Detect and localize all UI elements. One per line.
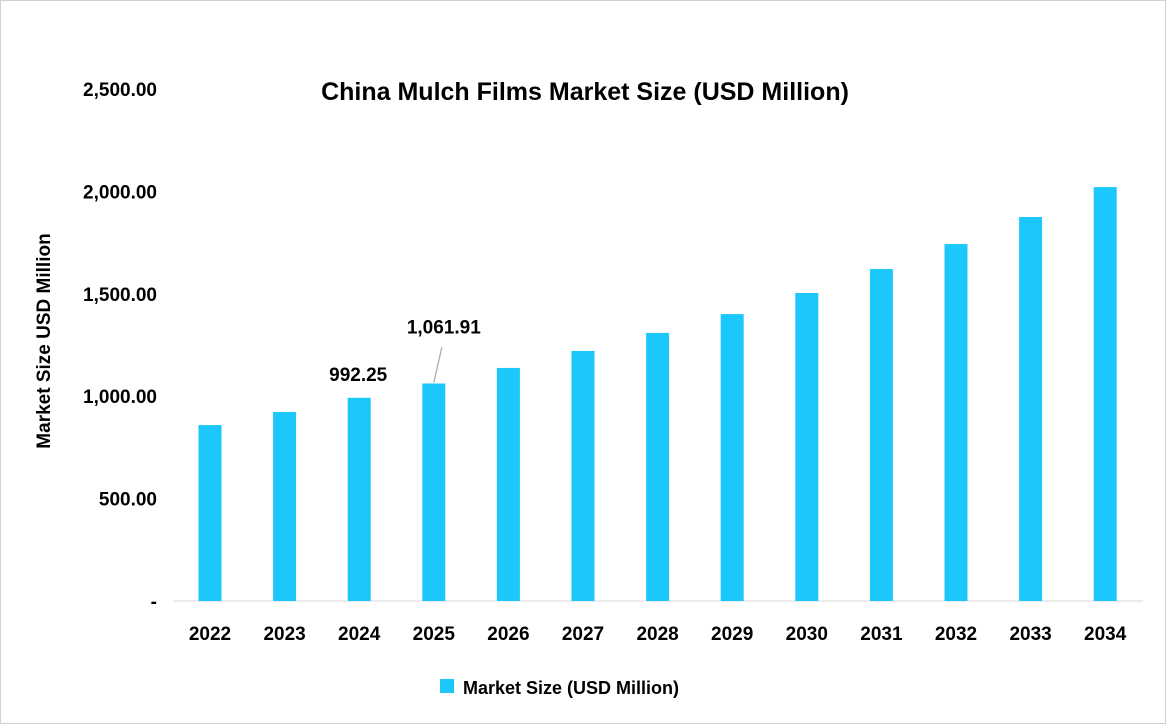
x-tick-label: 2033 xyxy=(1009,624,1051,645)
x-tick-label: 2024 xyxy=(338,624,381,645)
x-tick-label: 2034 xyxy=(1084,624,1127,645)
bar-2024 xyxy=(347,397,371,601)
y-tick-label: - xyxy=(151,592,157,613)
bar-2028 xyxy=(646,332,670,601)
y-axis-label: Market Size USD Million xyxy=(34,233,55,448)
x-tick-label: 2026 xyxy=(487,624,529,645)
x-tick-label: 2028 xyxy=(636,624,678,645)
x-tick-label: 2030 xyxy=(786,624,828,645)
legend: Market Size (USD Million) xyxy=(440,678,679,698)
chart-title: China Mulch Films Market Size (USD Milli… xyxy=(321,78,849,106)
bar-2032 xyxy=(944,244,968,601)
bar-2030 xyxy=(795,292,819,601)
bar-2029 xyxy=(720,314,744,601)
data-label-2025: 1,061.91 xyxy=(407,318,481,339)
y-tick-label: 1,500.00 xyxy=(83,285,157,306)
x-tick-label: 2022 xyxy=(189,624,231,645)
bar-2026 xyxy=(496,367,520,601)
bar-2025 xyxy=(422,383,446,601)
y-tick-label: 500.00 xyxy=(99,490,157,511)
x-tick-label: 2029 xyxy=(711,624,753,645)
y-tick-label: 2,500.00 xyxy=(83,80,157,101)
y-tick-label: 2,000.00 xyxy=(83,182,157,203)
x-tick-label: 2031 xyxy=(860,624,903,645)
data-label-2024: 992.25 xyxy=(329,365,388,386)
x-tick-label: 2025 xyxy=(413,624,456,645)
x-tick-label: 2023 xyxy=(263,624,305,645)
bar-2034 xyxy=(1093,187,1117,602)
data-label-leader-line xyxy=(433,347,443,383)
bar-2022 xyxy=(198,425,222,601)
legend-label: Market Size (USD Million) xyxy=(463,678,679,698)
x-tick-label: 2032 xyxy=(935,624,977,645)
x-tick-label: 2027 xyxy=(562,624,604,645)
y-tick-label: 1,000.00 xyxy=(83,387,157,408)
bar-2033 xyxy=(1019,217,1043,601)
bar-2031 xyxy=(869,269,893,601)
legend-swatch xyxy=(440,679,454,693)
bar-2023 xyxy=(273,411,297,601)
bar-2027 xyxy=(571,350,595,601)
